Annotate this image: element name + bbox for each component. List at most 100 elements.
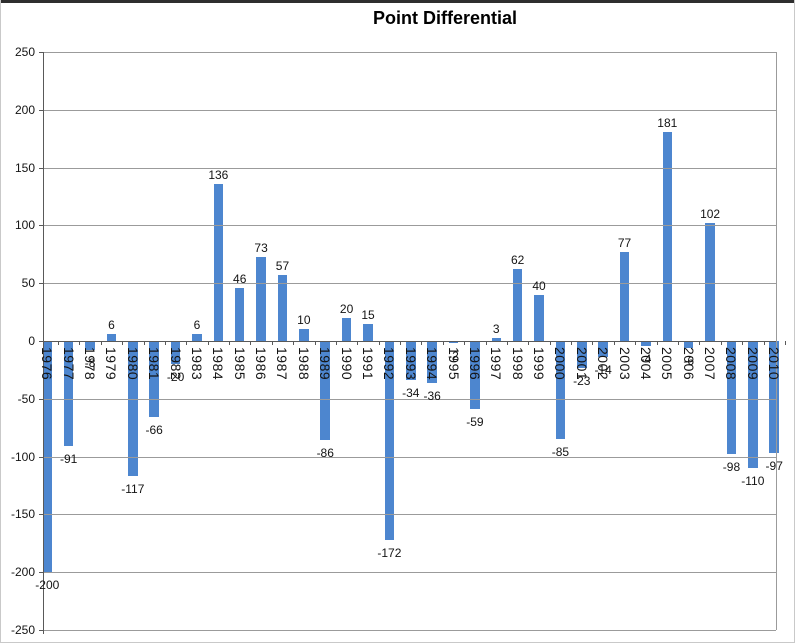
bar-1998[interactable] [512, 269, 523, 341]
x-axis-tick [143, 341, 145, 345]
bar-1987[interactable] [277, 275, 288, 341]
data-label-1997: 3 [492, 321, 500, 336]
data-label-1976: -200 [35, 578, 60, 593]
bar-2007[interactable] [705, 223, 715, 341]
x-axis-label-2009: 2009 [744, 347, 761, 381]
y-axis-tick [39, 398, 43, 400]
bar-1992[interactable] [384, 341, 395, 540]
x-axis-tick [421, 341, 423, 345]
bar-2003[interactable] [619, 251, 630, 341]
bar-1985[interactable] [234, 287, 245, 341]
x-axis-label-1980: 1980 [124, 347, 141, 381]
x-axis-label-1988: 1988 [295, 347, 312, 381]
data-label-1989: -86 [316, 446, 334, 461]
data-label-2000: -85 [551, 445, 570, 460]
y-axis-tick [39, 283, 43, 285]
data-label-1979: 6 [108, 318, 115, 333]
bar-1977[interactable] [63, 341, 74, 447]
x-axis-tick [506, 341, 508, 345]
y-axis-label: 50 [21, 276, 35, 291]
x-axis-tick [485, 341, 487, 345]
bar-1994[interactable] [427, 341, 437, 383]
bar-2002[interactable] [598, 341, 608, 358]
bar-1991[interactable] [363, 323, 373, 341]
y-axis-tick [39, 514, 43, 516]
y-axis-label: -150 [10, 507, 35, 522]
bar-1993[interactable] [406, 341, 416, 381]
bar-1995[interactable] [448, 341, 459, 344]
x-axis-label-1989: 1989 [317, 347, 334, 381]
bar-1979[interactable] [106, 334, 117, 341]
x-axis-tick [250, 341, 252, 345]
data-label-2002: -14 [594, 363, 612, 378]
data-label-2010: -97 [765, 459, 783, 474]
y-axis-line [43, 52, 44, 634]
bar-2001[interactable] [577, 341, 587, 368]
bar-2008[interactable] [726, 341, 737, 455]
y-axis-tick [39, 572, 43, 574]
bar-1981[interactable] [149, 341, 159, 418]
bar-2005[interactable] [662, 131, 673, 341]
bar-1989[interactable] [320, 341, 330, 441]
bar-1986[interactable] [256, 256, 266, 341]
y-axis-label: -250 [10, 623, 35, 637]
y-axis-label: 200 [14, 102, 35, 117]
x-axis-label-1984: 1984 [210, 347, 227, 381]
data-label-2006: -6 [683, 353, 695, 368]
data-label-1980: -117 [121, 482, 145, 497]
bar-2000[interactable] [555, 341, 566, 440]
gridline-200 [43, 109, 776, 111]
data-label-2005: 181 [657, 115, 678, 130]
gridline--250 [43, 630, 776, 631]
y-axis-label: 250 [14, 45, 35, 59]
bar-1983[interactable] [192, 334, 202, 341]
x-axis-label-2008: 2008 [723, 347, 740, 381]
x-axis-label-1992: 1992 [381, 347, 398, 381]
x-axis-tick [528, 341, 530, 345]
y-axis-tick [39, 109, 43, 111]
bar-1988[interactable] [299, 329, 309, 341]
gridline-250 [43, 52, 776, 53]
x-axis-tick [122, 341, 124, 345]
x-axis-label-1990: 1990 [338, 347, 355, 381]
gridline-150 [43, 167, 776, 169]
data-label-1992: -172 [377, 545, 402, 560]
bar-1984[interactable] [213, 183, 224, 341]
bar-2010[interactable] [769, 341, 779, 454]
y-axis-label: 100 [14, 218, 35, 233]
gridline--50 [43, 398, 776, 400]
bar-1999[interactable] [534, 294, 544, 341]
bar-1982[interactable] [170, 341, 181, 365]
data-label-1993: -34 [402, 386, 420, 401]
bar-1978[interactable] [85, 341, 95, 351]
x-axis-label-1976: 1976 [39, 347, 56, 381]
x-axis-tick [678, 341, 679, 345]
data-label-1987: 57 [275, 259, 290, 274]
data-label-2009: -110 [741, 474, 765, 489]
data-label-1981: -66 [145, 423, 163, 438]
gridline--100 [43, 456, 776, 458]
data-label-2001: -23 [573, 373, 591, 388]
bar-1996[interactable] [470, 341, 480, 410]
bar-2004[interactable] [641, 341, 651, 346]
x-axis-tick [186, 341, 188, 345]
y-axis-label: -100 [10, 449, 35, 464]
bar-1980[interactable] [128, 341, 138, 477]
bar-1997[interactable] [491, 337, 502, 341]
y-axis-tick [39, 167, 43, 169]
x-axis-label-2010: 2010 [766, 347, 783, 381]
x-axis-tick [57, 341, 59, 345]
x-axis-label-1987: 1987 [274, 347, 291, 381]
x-axis-label-1985: 1985 [231, 347, 248, 381]
bar-2006[interactable] [683, 341, 694, 348]
y-axis-tick [39, 456, 43, 458]
bar-1990[interactable] [341, 317, 352, 341]
x-axis-label-1986: 1986 [253, 347, 270, 381]
data-label-1977: -91 [60, 452, 78, 467]
bar-2009[interactable] [748, 341, 758, 469]
gridline-100 [43, 225, 776, 227]
x-axis-tick [763, 341, 765, 345]
gridline-50 [43, 283, 776, 285]
x-axis-tick [699, 341, 701, 345]
